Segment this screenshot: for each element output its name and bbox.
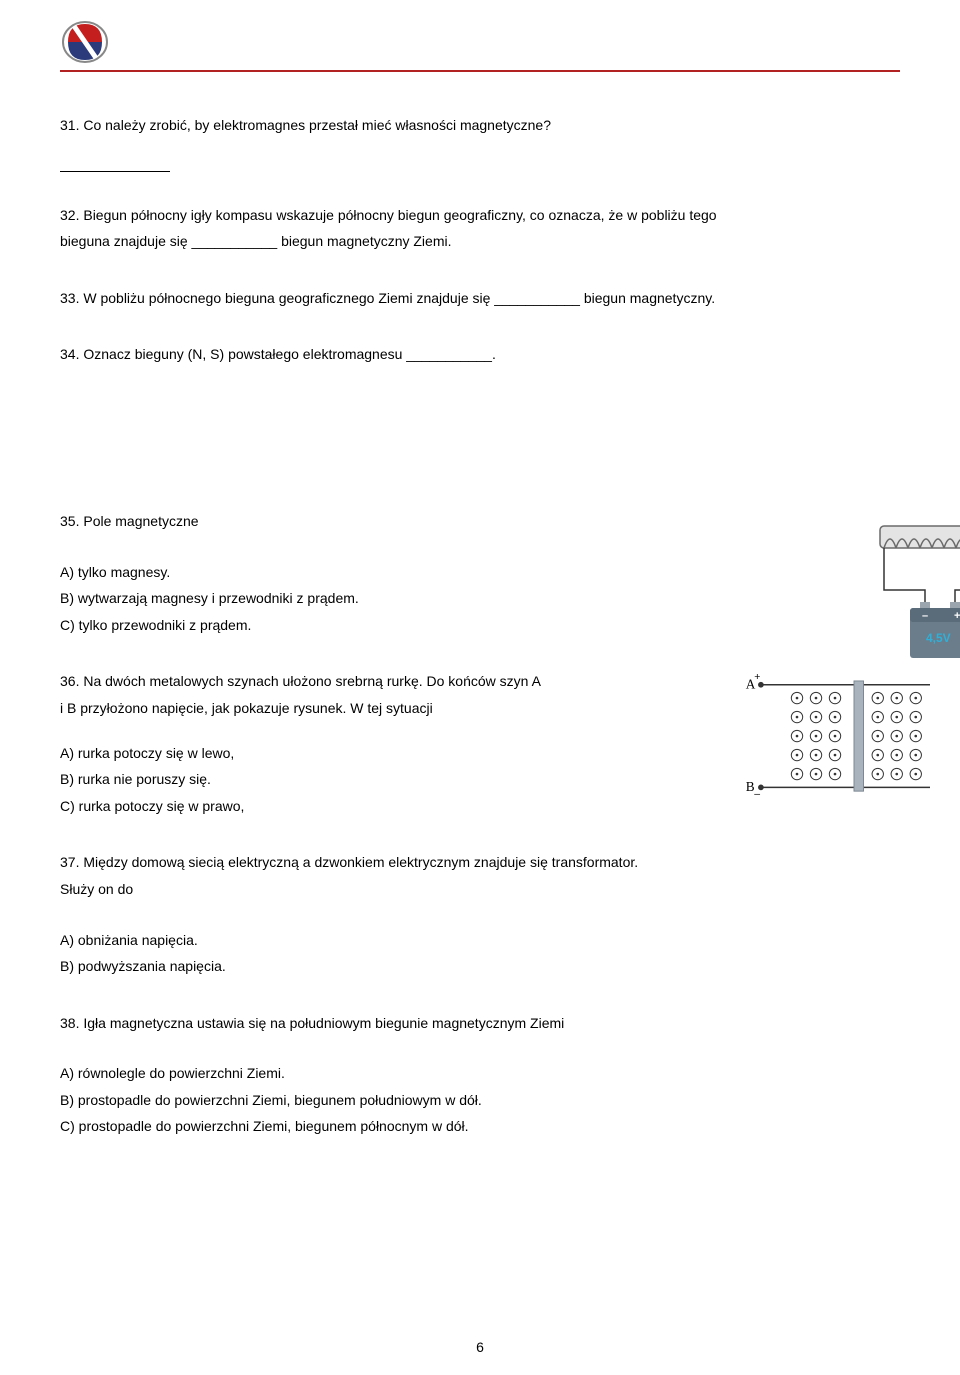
question-37: 37. Między domową siecią elektryczną a d… bbox=[60, 849, 900, 979]
q37-line1: 37. Między domową siecią elektryczną a d… bbox=[60, 849, 900, 876]
battery-minus: – bbox=[922, 610, 928, 622]
question-36: 36. Na dwóch metalowych szynach ułożono … bbox=[60, 668, 900, 819]
question-33: 33. W pobliżu północnego bieguna geograf… bbox=[60, 285, 900, 312]
question-35: 35. Pole magnetyczne A) tylko magnesy. B… bbox=[60, 508, 900, 638]
q31-blank bbox=[60, 171, 170, 172]
q38-optB: B) prostopadle do powierzchni Ziemi, bie… bbox=[60, 1087, 900, 1114]
header bbox=[60, 20, 900, 72]
q35-optA: A) tylko magnesy. bbox=[60, 559, 900, 586]
q37-optA: A) obniżania napięcia. bbox=[60, 927, 900, 954]
q37-optB: B) podwyższania napięcia. bbox=[60, 953, 900, 980]
q38-optC: C) prostopadle do powierzchni Ziemi, bie… bbox=[60, 1113, 900, 1140]
logo-icon bbox=[60, 20, 110, 64]
q35-optC: C) tylko przewodniki z prądem. bbox=[60, 612, 900, 639]
q38-title: 38. Igła magnetyczna ustawia się na połu… bbox=[60, 1010, 900, 1037]
page-content: 31. Co należy zrobić, by elektromagnes p… bbox=[60, 112, 900, 1140]
question-34: 34. Oznacz bieguny (N, S) powstałego ele… bbox=[60, 341, 900, 368]
q32-line2: bieguna znajduje się ___________ biegun … bbox=[60, 228, 900, 255]
q35-title: 35. Pole magnetyczne bbox=[60, 508, 900, 535]
question-32: 32. Biegun północny igły kompasu wskazuj… bbox=[60, 202, 900, 255]
question-31: 31. Co należy zrobić, by elektromagnes p… bbox=[60, 112, 900, 172]
q35-optB: B) wytwarzają magnesy i przewodniki z pr… bbox=[60, 585, 900, 612]
battery-label: 4,5V bbox=[926, 631, 951, 645]
q37-line2: Służy on do bbox=[60, 876, 900, 903]
q38-optA: A) równolegle do powierzchni Ziemi. bbox=[60, 1060, 900, 1087]
page-number: 6 bbox=[0, 1339, 960, 1355]
q32-line1: 32. Biegun północny igły kompasu wskazuj… bbox=[60, 202, 900, 229]
q31-text: 31. Co należy zrobić, by elektromagnes p… bbox=[60, 117, 551, 133]
q36-plus: + bbox=[754, 672, 760, 683]
question-38: 38. Igła magnetyczna ustawia się na połu… bbox=[60, 1010, 900, 1140]
q33-text: 33. W pobliżu północnego bieguna geograf… bbox=[60, 285, 900, 312]
q34-text: 34. Oznacz bieguny (N, S) powstałego ele… bbox=[60, 341, 900, 368]
q36-figure: A + B – bbox=[740, 662, 930, 812]
q34-figure: – + 4,5V bbox=[870, 520, 960, 680]
q36-minus: – bbox=[754, 789, 760, 800]
battery-plus: + bbox=[954, 610, 960, 622]
